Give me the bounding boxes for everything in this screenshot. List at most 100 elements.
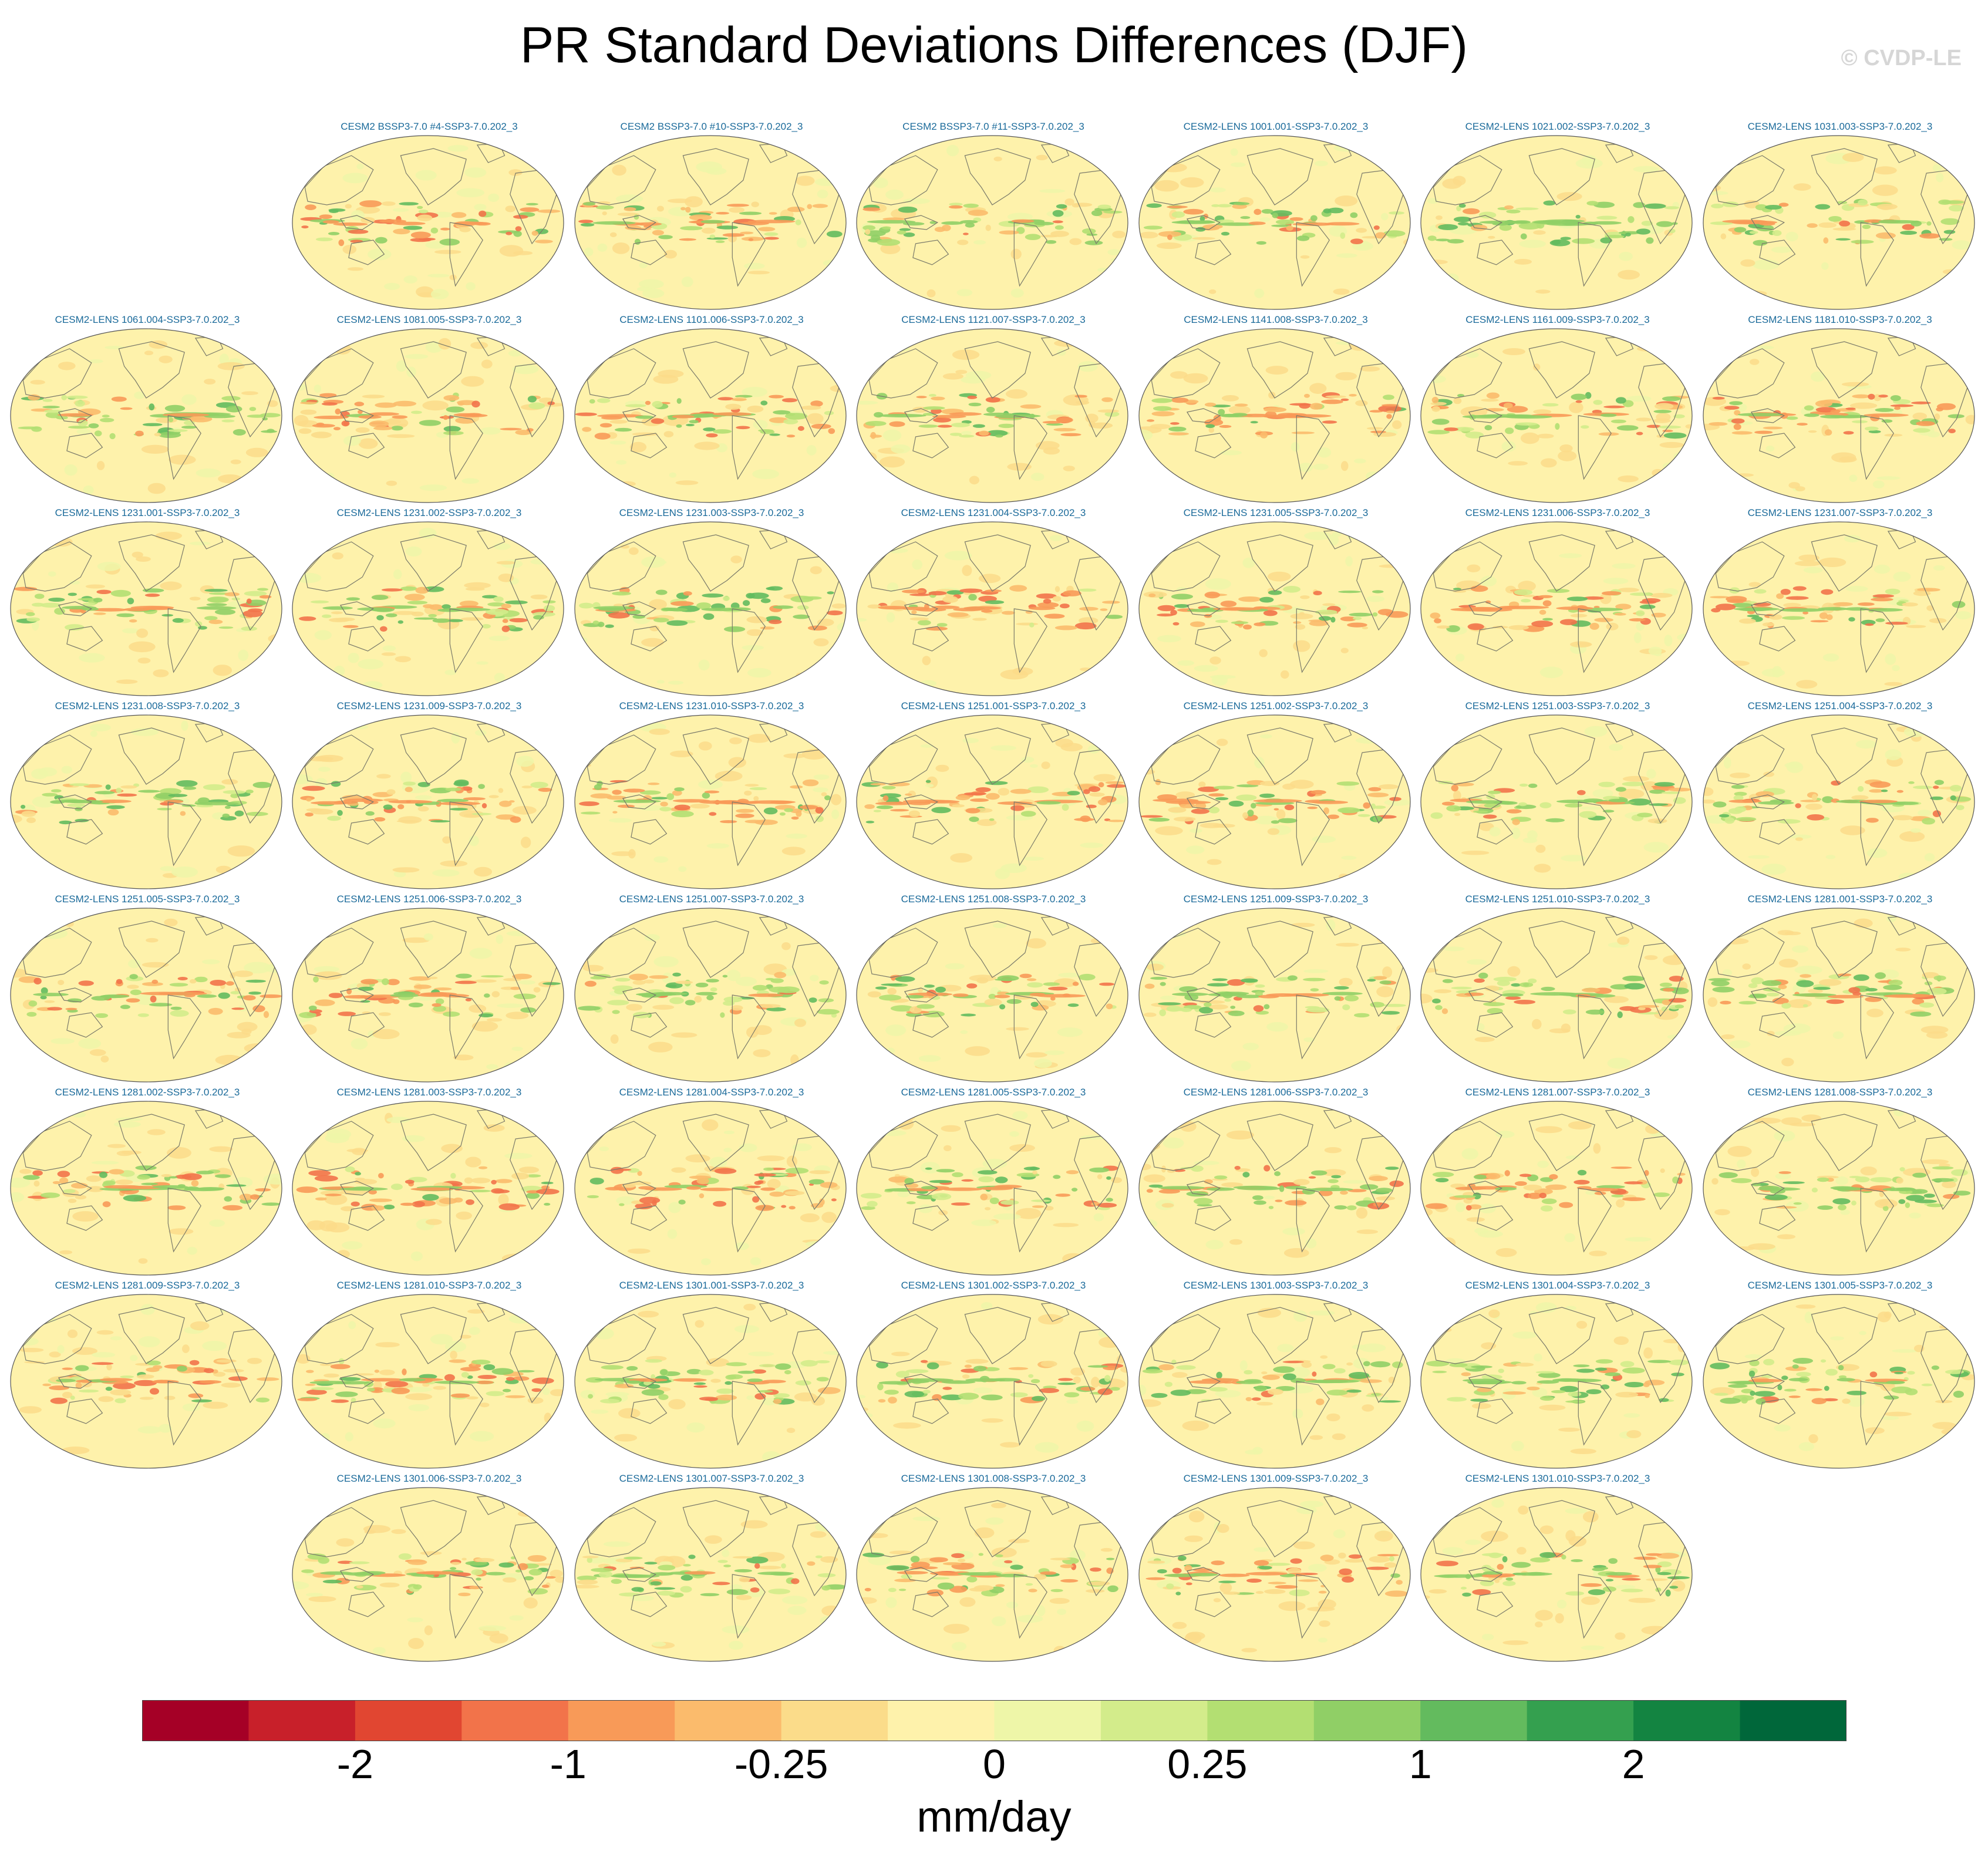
world-map <box>292 135 564 310</box>
colorbar-swatch <box>568 1700 675 1741</box>
world-map <box>1420 908 1693 1083</box>
world-map <box>292 1101 564 1276</box>
map-panel: CESM2-LENS 1281.009-SSP3-7.0.202_3 <box>9 1279 285 1473</box>
panel-title: CESM2-LENS 1031.003-SSP3-7.0.202_3 <box>1747 121 1933 132</box>
map-panel: CESM2-LENS 1001.001-SSP3-7.0.202_3 <box>1138 120 1414 314</box>
map-panel: CESM2-LENS 1251.007-SSP3-7.0.202_3 <box>574 893 850 1087</box>
world-map <box>574 328 847 503</box>
panel-title: CESM2-LENS 1231.002-SSP3-7.0.202_3 <box>336 507 522 518</box>
map-panel: CESM2-LENS 1301.006-SSP3-7.0.202_3 <box>291 1472 567 1666</box>
world-map <box>292 1294 564 1469</box>
colorbar-tick-labels: -2 -1 -0.25 0 0.25 1 2 <box>0 1741 1988 1788</box>
map-panel: CESM2-LENS 1301.005-SSP3-7.0.202_3 <box>1702 1279 1978 1473</box>
world-map <box>574 714 847 889</box>
world-map <box>856 714 1128 889</box>
map-panel: CESM2-LENS 1281.007-SSP3-7.0.202_3 <box>1420 1086 1696 1280</box>
panel-title: CESM2-LENS 1281.009-SSP3-7.0.202_3 <box>55 1280 240 1291</box>
figure-title: PR Standard Deviations Differences (DJF) <box>520 17 1468 73</box>
world-map <box>1703 714 1975 889</box>
panel-title: CESM2-LENS 1251.009-SSP3-7.0.202_3 <box>1183 893 1369 905</box>
colorbar-tick-label: -2 <box>336 1741 373 1787</box>
panel-title: CESM2-LENS 1251.005-SSP3-7.0.202_3 <box>55 893 240 905</box>
world-map <box>1703 521 1975 696</box>
map-panel: CESM2-LENS 1251.005-SSP3-7.0.202_3 <box>9 893 285 1087</box>
map-panel: CESM2-LENS 1281.010-SSP3-7.0.202_3 <box>291 1279 567 1473</box>
panel-title: CESM2-LENS 1301.005-SSP3-7.0.202_3 <box>1747 1280 1933 1291</box>
world-map <box>1420 1487 1693 1662</box>
panel-title: CESM2 BSSP3-7.0 #4-SSP3-7.0.202_3 <box>341 121 518 132</box>
colorbar-swatch <box>675 1700 782 1741</box>
map-panel: CESM2-LENS 1281.001-SSP3-7.0.202_3 <box>1702 893 1978 1087</box>
map-panel: CESM2-LENS 1031.003-SSP3-7.0.202_3 <box>1702 120 1978 314</box>
world-map <box>1420 1101 1693 1276</box>
map-panel: CESM2-LENS 1231.008-SSP3-7.0.202_3 <box>9 700 285 893</box>
map-panel: CESM2-LENS 1251.002-SSP3-7.0.202_3 <box>1138 700 1414 893</box>
colorbar-swatch <box>781 1700 888 1741</box>
panel-title: CESM2-LENS 1281.002-SSP3-7.0.202_3 <box>55 1087 240 1098</box>
panel-title: CESM2-LENS 1141.008-SSP3-7.0.202_3 <box>1184 314 1368 325</box>
colorbar-tick-label: 0.25 <box>1167 1741 1248 1787</box>
panel-title: CESM2-LENS 1061.004-SSP3-7.0.202_3 <box>55 314 240 325</box>
panel-title: CESM2-LENS 1281.004-SSP3-7.0.202_3 <box>619 1087 804 1098</box>
map-panel: CESM2-LENS 1231.005-SSP3-7.0.202_3 <box>1138 507 1414 700</box>
colorbar-swatch <box>355 1700 462 1741</box>
map-panel: CESM2-LENS 1231.009-SSP3-7.0.202_3 <box>291 700 567 893</box>
colorbar-swatch <box>1527 1700 1634 1741</box>
colorbar-swatch <box>1100 1700 1208 1741</box>
map-panel: CESM2-LENS 1081.005-SSP3-7.0.202_3 <box>291 313 567 507</box>
world-map <box>856 1487 1128 1662</box>
map-panel: CESM2-LENS 1301.008-SSP3-7.0.202_3 <box>855 1472 1131 1666</box>
colorbar-swatch <box>142 1700 249 1741</box>
panel-title: CESM2-LENS 1021.002-SSP3-7.0.202_3 <box>1465 121 1650 132</box>
world-map <box>1138 328 1411 503</box>
world-map <box>1138 1487 1411 1662</box>
map-panel: CESM2-LENS 1231.007-SSP3-7.0.202_3 <box>1702 507 1978 700</box>
map-panel: CESM2-LENS 1161.009-SSP3-7.0.202_3 <box>1420 313 1696 507</box>
panel-title: CESM2-LENS 1251.003-SSP3-7.0.202_3 <box>1465 700 1650 711</box>
panel-title: CESM2-LENS 1281.005-SSP3-7.0.202_3 <box>901 1087 1086 1098</box>
panel-title: CESM2-LENS 1251.002-SSP3-7.0.202_3 <box>1183 700 1369 711</box>
colorbar-tick-label: 0 <box>983 1741 1006 1787</box>
panel-title: CESM2 BSSP3-7.0 #11-SSP3-7.0.202_3 <box>902 121 1084 132</box>
world-map <box>292 714 564 889</box>
map-panel: CESM2-LENS 1301.001-SSP3-7.0.202_3 <box>574 1279 850 1473</box>
world-map <box>1138 1101 1411 1276</box>
world-map <box>1703 1294 1975 1469</box>
world-map <box>574 908 847 1083</box>
panel-title: CESM2-LENS 1281.006-SSP3-7.0.202_3 <box>1183 1087 1369 1098</box>
world-map <box>10 1101 282 1276</box>
panel-title: CESM2-LENS 1251.010-SSP3-7.0.202_3 <box>1465 893 1650 905</box>
panel-title: CESM2-LENS 1231.009-SSP3-7.0.202_3 <box>336 700 522 711</box>
map-panel: CESM2-LENS 1301.009-SSP3-7.0.202_3 <box>1138 1472 1414 1666</box>
world-map <box>292 521 564 696</box>
map-panel: CESM2 BSSP3-7.0 #4-SSP3-7.0.202_3 <box>291 120 567 314</box>
world-map <box>856 1101 1128 1276</box>
panel-title: CESM2-LENS 1231.004-SSP3-7.0.202_3 <box>901 507 1086 518</box>
colorbar-swatch <box>461 1700 569 1741</box>
world-map <box>292 908 564 1083</box>
map-panel: CESM2-LENS 1281.002-SSP3-7.0.202_3 <box>9 1086 285 1280</box>
map-panel: CESM2-LENS 1251.010-SSP3-7.0.202_3 <box>1420 893 1696 1087</box>
world-map <box>1420 714 1693 889</box>
panel-title: CESM2-LENS 1251.008-SSP3-7.0.202_3 <box>901 893 1086 905</box>
map-panel-grid: CESM2 BSSP3-7.0 #4-SSP3-7.0.202_3 CESM2 B… <box>9 120 1978 1666</box>
world-map <box>1138 908 1411 1083</box>
panel-title: CESM2-LENS 1251.006-SSP3-7.0.202_3 <box>336 893 522 905</box>
world-map <box>574 521 847 696</box>
panel-title: CESM2-LENS 1251.004-SSP3-7.0.202_3 <box>1747 700 1933 711</box>
map-panel: CESM2-LENS 1231.004-SSP3-7.0.202_3 <box>855 507 1131 700</box>
colorbar-swatch <box>1420 1700 1528 1741</box>
world-map <box>292 1487 564 1662</box>
world-map <box>856 1294 1128 1469</box>
world-map <box>1420 521 1693 696</box>
panel-title: CESM2 BSSP3-7.0 #10-SSP3-7.0.202_3 <box>620 121 803 132</box>
world-map <box>1703 328 1975 503</box>
map-panel: CESM2-LENS 1251.006-SSP3-7.0.202_3 <box>291 893 567 1087</box>
map-panel: CESM2-LENS 1281.003-SSP3-7.0.202_3 <box>291 1086 567 1280</box>
panel-title: CESM2-LENS 1301.009-SSP3-7.0.202_3 <box>1183 1473 1369 1484</box>
panel-title: CESM2-LENS 1001.001-SSP3-7.0.202_3 <box>1183 121 1369 132</box>
world-map <box>10 521 282 696</box>
world-map <box>574 1101 847 1276</box>
world-map <box>1138 714 1411 889</box>
panel-title: CESM2-LENS 1281.010-SSP3-7.0.202_3 <box>336 1280 522 1291</box>
